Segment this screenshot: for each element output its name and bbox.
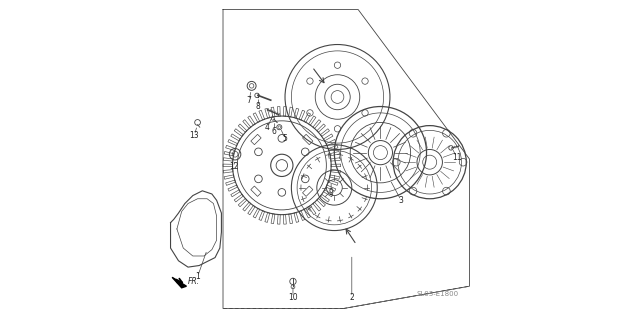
Bar xyxy=(251,134,261,145)
Text: 6: 6 xyxy=(271,128,276,136)
Text: 9: 9 xyxy=(329,188,333,197)
Bar xyxy=(303,186,313,197)
Text: 4: 4 xyxy=(265,123,270,132)
Polygon shape xyxy=(172,277,186,288)
Text: SL03-E1800: SL03-E1800 xyxy=(417,291,459,297)
Text: 12: 12 xyxy=(228,162,238,171)
Bar xyxy=(303,134,313,145)
Bar xyxy=(251,186,261,197)
Text: 3: 3 xyxy=(399,196,404,205)
Text: FR.: FR. xyxy=(188,277,200,286)
Text: 10: 10 xyxy=(288,293,298,302)
Text: 13: 13 xyxy=(189,131,199,140)
Text: 1: 1 xyxy=(195,272,200,281)
Text: 8: 8 xyxy=(255,102,260,111)
Text: 11: 11 xyxy=(452,153,461,162)
Text: 7: 7 xyxy=(246,96,252,105)
Text: 5: 5 xyxy=(283,134,287,143)
Text: 2: 2 xyxy=(349,293,354,302)
